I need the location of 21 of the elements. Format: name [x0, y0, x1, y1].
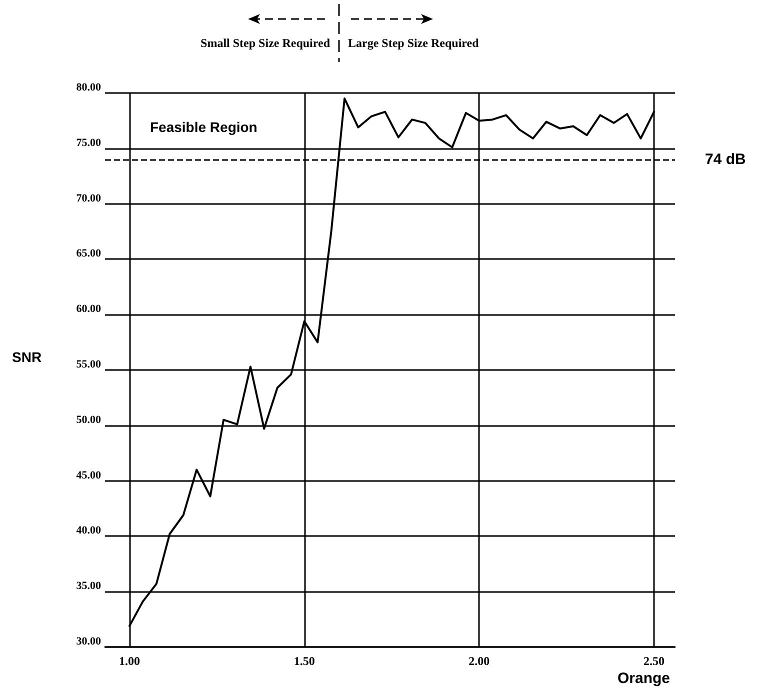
x-tick-label: 1.00: [118, 654, 140, 668]
y-tick-label: 30.00: [76, 636, 102, 648]
y-tick-label: 70.00: [76, 192, 102, 204]
y-tick-label: 75.00: [76, 136, 102, 149]
x-axis-title: Orange: [617, 670, 670, 687]
annotation: Feasible Region: [150, 119, 258, 135]
y-tick-label: 45.00: [76, 469, 102, 482]
y-tick-label: 40.00: [76, 524, 102, 537]
text: Large Step Size Required: [348, 36, 480, 50]
ref-line-label: 74 dB: [705, 150, 746, 168]
y-axis-title: SNR: [12, 349, 42, 365]
y-tick-label: 55.00: [76, 358, 102, 370]
y-tick-label: 65.00: [76, 248, 102, 260]
text: Small Step Size Required: [200, 36, 330, 50]
y-tick-label: 50.00: [76, 414, 102, 426]
x-tick-label: 2.50: [644, 654, 665, 668]
x-tick-label: 1.50: [294, 654, 315, 668]
y-tick-label: 80.00: [76, 82, 102, 94]
y-tick-label: 60.00: [76, 303, 102, 316]
y-tick-label: 35.00: [76, 580, 102, 592]
x-tick-label: 2.00: [468, 654, 490, 668]
